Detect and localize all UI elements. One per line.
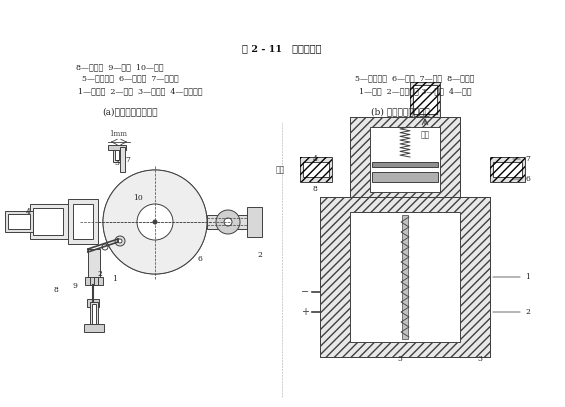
Bar bbox=[113, 147, 121, 162]
Text: 6: 6 bbox=[198, 255, 202, 263]
Text: 8: 8 bbox=[312, 185, 318, 193]
Circle shape bbox=[115, 236, 125, 246]
Bar bbox=[207, 215, 247, 229]
Bar bbox=[350, 212, 460, 342]
Bar bbox=[88, 249, 100, 279]
Bar bbox=[410, 82, 440, 117]
Bar bbox=[300, 157, 332, 182]
Circle shape bbox=[153, 220, 157, 224]
Bar bbox=[115, 149, 119, 160]
Text: 5: 5 bbox=[398, 355, 402, 363]
Text: 图 2 - 11   气流控制阀: 图 2 - 11 气流控制阀 bbox=[242, 44, 321, 53]
Bar bbox=[493, 162, 522, 177]
Bar bbox=[410, 82, 440, 117]
Bar bbox=[5, 211, 33, 232]
Text: 8: 8 bbox=[54, 286, 58, 294]
Bar bbox=[320, 197, 490, 357]
Circle shape bbox=[137, 204, 173, 240]
Circle shape bbox=[137, 204, 173, 240]
Text: 3: 3 bbox=[477, 355, 483, 363]
Text: 7: 7 bbox=[125, 156, 131, 164]
Text: 1: 1 bbox=[525, 273, 531, 281]
Bar bbox=[413, 85, 437, 114]
Text: 2: 2 bbox=[258, 251, 262, 259]
Bar bbox=[33, 208, 63, 235]
Bar bbox=[490, 157, 525, 182]
Text: 1—阀体  2—电磁线圈 3—衭铁  4—阀门: 1—阀体 2—电磁线圈 3—衭铁 4—阀门 bbox=[359, 87, 471, 95]
Bar bbox=[303, 162, 329, 177]
Text: 3: 3 bbox=[115, 159, 120, 167]
Circle shape bbox=[103, 170, 207, 274]
Bar bbox=[73, 204, 93, 239]
Bar bbox=[370, 127, 440, 192]
Bar bbox=[372, 162, 438, 167]
Text: 2: 2 bbox=[525, 308, 531, 316]
Text: 9: 9 bbox=[72, 282, 77, 290]
Bar bbox=[120, 147, 125, 172]
Text: 5—复位弹簧  6—垄片  7—外壳  8—密封图: 5—复位弹簧 6—垄片 7—外壳 8—密封图 bbox=[355, 75, 475, 83]
Bar bbox=[92, 304, 96, 325]
Bar bbox=[247, 207, 262, 237]
Text: 1: 1 bbox=[112, 275, 118, 283]
Circle shape bbox=[118, 239, 122, 243]
Text: 2: 2 bbox=[98, 270, 102, 278]
Bar bbox=[87, 299, 99, 307]
Bar bbox=[300, 157, 332, 182]
Text: (a)机械式气流控制阀: (a)机械式气流控制阀 bbox=[102, 107, 158, 116]
Bar bbox=[108, 145, 126, 150]
Bar bbox=[85, 277, 103, 285]
Circle shape bbox=[224, 218, 232, 226]
Bar bbox=[490, 157, 525, 182]
Bar bbox=[68, 199, 98, 244]
Bar bbox=[8, 214, 30, 229]
Text: 出气: 出气 bbox=[276, 166, 285, 174]
Bar bbox=[372, 172, 438, 182]
Text: 8—出气管  9—摇杆  10—顶杆: 8—出气管 9—摇杆 10—顶杆 bbox=[76, 63, 164, 71]
Text: +: + bbox=[301, 307, 309, 317]
Text: 1mm: 1mm bbox=[109, 130, 127, 138]
Circle shape bbox=[103, 170, 207, 274]
Bar bbox=[30, 204, 68, 239]
Bar bbox=[320, 197, 490, 357]
Text: −: − bbox=[301, 287, 309, 297]
Text: 7: 7 bbox=[525, 155, 531, 163]
Text: 6: 6 bbox=[525, 175, 531, 183]
Text: 进气: 进气 bbox=[420, 131, 429, 139]
Circle shape bbox=[102, 244, 108, 250]
Bar bbox=[84, 324, 104, 332]
Text: 5—调节凸轮  6—凸轮轴  7—阀门座: 5—调节凸轮 6—凸轮轴 7—阀门座 bbox=[82, 75, 179, 83]
Text: 10: 10 bbox=[133, 194, 143, 202]
Polygon shape bbox=[216, 210, 240, 234]
Text: (b) 电磁式气流控制阀: (b) 电磁式气流控制阀 bbox=[371, 107, 429, 116]
Bar bbox=[350, 117, 460, 197]
Bar bbox=[90, 302, 98, 327]
Text: 1—主凸轮  2—转子  3—进气管  4—调节螺丝: 1—主凸轮 2—转子 3—进气管 4—调节螺丝 bbox=[78, 87, 202, 95]
Text: 4: 4 bbox=[312, 155, 318, 163]
Circle shape bbox=[153, 220, 157, 224]
Bar bbox=[350, 117, 460, 197]
Text: 4: 4 bbox=[25, 208, 31, 216]
Bar bbox=[402, 215, 408, 339]
